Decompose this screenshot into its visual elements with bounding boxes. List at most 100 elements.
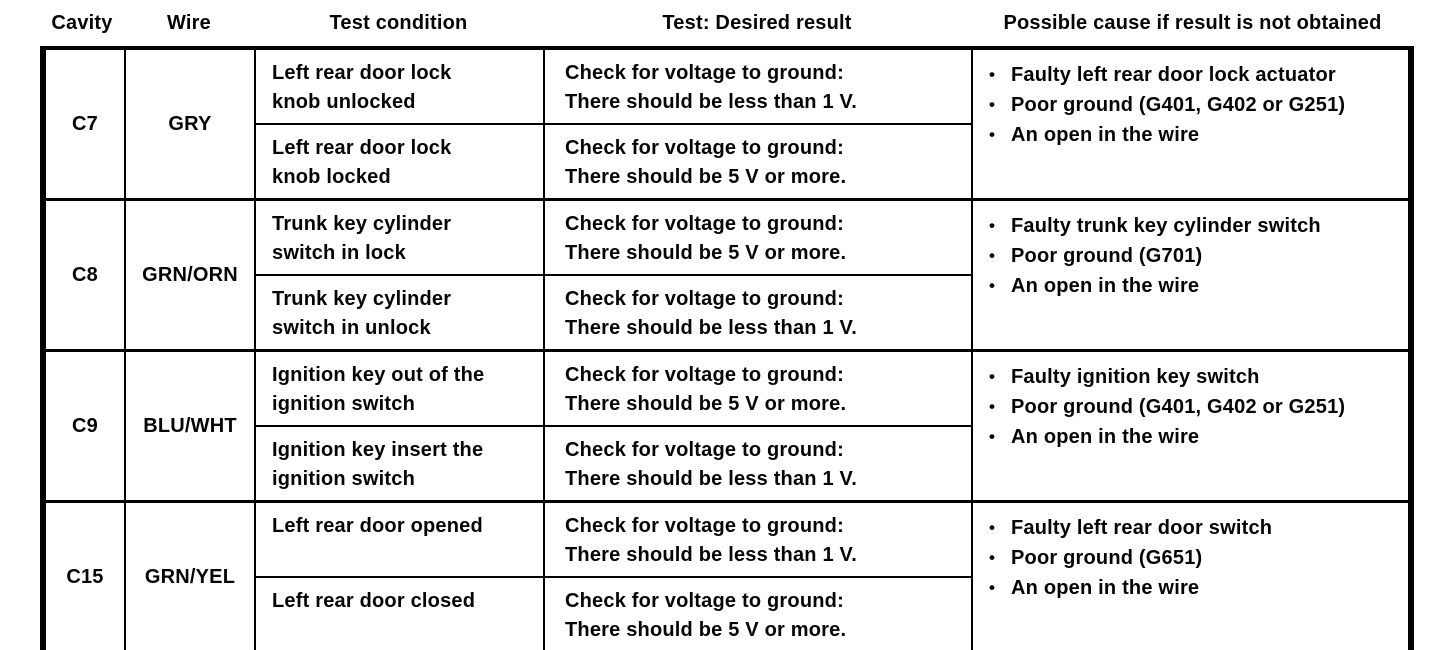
text-line: Trunk key cylinder (272, 213, 452, 235)
wire-cell: GRN/YEL (124, 500, 256, 650)
table-row: C9 BLU/WHT Ignition key out of the ignit… (44, 349, 1410, 503)
cause-text: An open in the wire (1011, 275, 1200, 297)
cavity-cell: C8 (44, 198, 126, 352)
text-line: knob locked (272, 166, 391, 188)
table-row: C15 GRN/YEL Left rear door opened Check … (44, 500, 1410, 650)
cause-item: • An open in the wire (989, 271, 1400, 301)
cause-text: Poor ground (G401, G402 or G251) (1011, 94, 1346, 116)
bullet-icon: • (989, 125, 996, 144)
possible-cause-cell: • Faulty left rear door switch • Poor grou… (971, 500, 1410, 650)
text-line: Ignition key insert the (272, 439, 484, 461)
text-line: There should be 5 V or more. (565, 166, 847, 188)
text-line: Check for voltage to ground: (565, 439, 844, 461)
text-line: Check for voltage to ground: (565, 590, 844, 612)
text-line: There should be less than 1 V. (565, 468, 858, 490)
table-row: Trunk key cylinder switch in unlock Chec… (45, 274, 1409, 352)
column-header-possible-cause: Possible cause if result is not obtained (1003, 12, 1382, 34)
cavity-cell: C7 (44, 50, 126, 201)
cause-text: Poor ground (G651) (1011, 547, 1203, 569)
text-line: There should be 5 V or more. (565, 242, 847, 264)
desired-result-cell: Check for voltage to ground: There shoul… (543, 123, 973, 201)
cause-item: • Poor ground (G401, G402 or G251) (989, 392, 1400, 422)
text-line: There should be 5 V or more. (565, 619, 847, 641)
text-line: Check for voltage to ground: (565, 288, 844, 310)
column-header-test-condition: Test condition (329, 12, 468, 34)
troubleshooting-table: C7 GRY Left rear door lock knob unlocked… (44, 50, 1410, 650)
cause-item: • Poor ground (G401, G402 or G251) (989, 90, 1400, 120)
table-row: C8 GRN/ORN Trunk key cylinder switch in … (44, 198, 1410, 352)
cause-text: Poor ground (G701) (1011, 245, 1203, 267)
test-condition-cell: Left rear door lock knob unlocked (254, 50, 545, 125)
bullet-icon: • (989, 216, 996, 235)
test-condition-cell: Trunk key cylinder switch in unlock (254, 274, 545, 352)
cause-text: Faulty left rear door switch (1011, 517, 1273, 539)
cause-text: Faulty ignition key switch (1011, 366, 1260, 388)
cause-text: An open in the wire (1011, 426, 1200, 448)
test-condition-cell: Trunk key cylinder switch in lock (254, 198, 545, 276)
desired-result-cell: Check for voltage to ground: There shoul… (543, 576, 973, 650)
column-header-desired-result: Test: Desired result (662, 12, 852, 34)
text-line: There should be 5 V or more. (565, 393, 847, 415)
wire-cell: BLU/WHT (124, 349, 256, 503)
desired-result-cell: Check for voltage to ground: There shoul… (543, 50, 973, 125)
cause-text: Faulty trunk key cylinder switch (1011, 215, 1321, 237)
cavity-cell: C9 (44, 349, 126, 503)
column-headers: Cavity Wire Test condition Test: Desired… (40, 12, 1414, 35)
column-header-wire: Wire (167, 12, 211, 34)
text-line: There should be less than 1 V. (565, 91, 858, 113)
cause-text: An open in the wire (1011, 577, 1200, 599)
test-condition-cell: Left rear door closed (254, 576, 545, 650)
test-condition-cell: Ignition key out of the ignition switch (254, 349, 545, 427)
text-line: switch in unlock (272, 317, 431, 339)
test-condition-cell: Ignition key insert the ignition switch (254, 425, 545, 503)
cause-item: • Faulty ignition key switch (989, 362, 1400, 392)
wire-cell: GRY (124, 50, 256, 201)
text-line: switch in lock (272, 242, 406, 264)
wire-cell: GRN/ORN (124, 198, 256, 352)
text-line: There should be less than 1 V. (565, 317, 858, 339)
text-line: There should be less than 1 V. (565, 544, 858, 566)
text-line: knob unlocked (272, 91, 416, 113)
text-line: Check for voltage to ground: (565, 213, 844, 235)
bullet-icon: • (989, 397, 996, 416)
column-header-cavity: Cavity (51, 12, 113, 34)
bullet-icon: • (989, 276, 996, 295)
table-row: Left rear door lock knob locked Check fo… (45, 123, 1409, 201)
text-line: Trunk key cylinder (272, 288, 452, 310)
desired-result-cell: Check for voltage to ground: There shoul… (543, 500, 973, 578)
cavity-cell: C15 (44, 500, 126, 650)
test-condition-cell: Left rear door lock knob locked (254, 123, 545, 201)
text-line: Left rear door lock (272, 137, 452, 159)
desired-result-cell: Check for voltage to ground: There shoul… (543, 198, 973, 276)
cause-item: • Poor ground (G651) (989, 543, 1400, 573)
cause-text: Faulty left rear door lock actuator (1011, 64, 1336, 86)
table-border-box: C7 GRY Left rear door lock knob unlocked… (40, 46, 1414, 650)
cause-item: • Faulty left rear door switch (989, 513, 1400, 543)
bullet-icon: • (989, 548, 996, 567)
text-line: ignition switch (272, 393, 415, 415)
text-line: Left rear door closed (272, 590, 476, 612)
bullet-icon: • (989, 246, 996, 265)
desired-result-cell: Check for voltage to ground: There shoul… (543, 274, 973, 352)
cause-item: • Faulty left rear door lock actuator (989, 60, 1400, 90)
cause-text: An open in the wire (1011, 124, 1200, 146)
table-row: Ignition key insert the ignition switch … (45, 425, 1409, 503)
cause-item: • Faulty trunk key cylinder switch (989, 211, 1400, 241)
cause-item: • An open in the wire (989, 120, 1400, 150)
bullet-icon: • (989, 578, 996, 597)
test-condition-cell: Left rear door opened (254, 500, 545, 578)
desired-result-cell: Check for voltage to ground: There shoul… (543, 349, 973, 427)
cause-item: • An open in the wire (989, 573, 1400, 603)
text-line: Check for voltage to ground: (565, 137, 844, 159)
bullet-icon: • (989, 65, 996, 84)
text-line: Check for voltage to ground: (565, 515, 844, 537)
text-line: Left rear door lock (272, 62, 452, 84)
text-line: Left rear door opened (272, 515, 483, 537)
text-line: Check for voltage to ground: (565, 364, 844, 386)
bullet-icon: • (989, 367, 996, 386)
table-row: Left rear door closed Check for voltage … (45, 576, 1409, 650)
table-row: C7 GRY Left rear door lock knob unlocked… (44, 50, 1410, 201)
cause-text: Poor ground (G401, G402 or G251) (1011, 396, 1346, 418)
bullet-icon: • (989, 95, 996, 114)
